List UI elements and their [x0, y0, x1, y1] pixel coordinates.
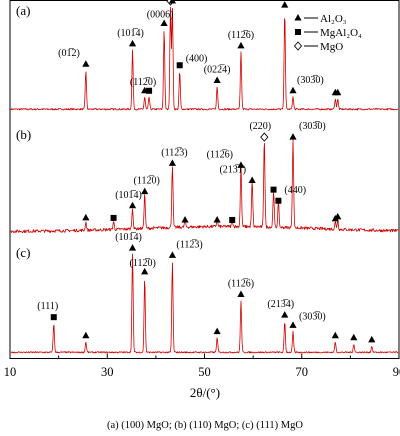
al2o3-triangle-marker: [289, 86, 297, 94]
peak-label: (440): [284, 185, 306, 196]
mgal2o4-square-marker: [176, 62, 183, 69]
xrd-trace-c: [10, 253, 399, 354]
peak-label: (101̅4): [115, 190, 142, 201]
peak-label: (303̅0): [297, 75, 324, 86]
al2o3-triangle-marker: [281, 1, 289, 8]
peak-label: (400): [186, 53, 208, 64]
traces: [10, 6, 399, 354]
peak-label: (112̅3): [161, 147, 187, 158]
al2o3-triangle-marker: [82, 60, 90, 67]
peak-label: (0006): [147, 9, 174, 20]
x-tick-label: 50: [198, 365, 211, 379]
al2o3-triangle-marker: [128, 201, 137, 209]
peak-label: (01̅2): [58, 48, 80, 59]
panel-label-a: (a): [16, 3, 30, 18]
peak-labels: (01̅2)(101̅4)(112̅0)(0006)(200)(112̅3)(4…: [37, 0, 325, 322]
al2o3-triangle-marker: [237, 290, 245, 297]
mgal2o4-square-marker: [275, 197, 282, 204]
mgal2o4-square-marker: [146, 87, 153, 94]
x-tick-label: 90: [393, 365, 400, 379]
x-tick-label: 10: [4, 365, 17, 379]
al2o3-triangle-marker: [237, 41, 245, 49]
xrd-trace-b: [10, 139, 399, 234]
peak-label: (101̅4): [115, 232, 142, 243]
peak-label: (220): [249, 121, 271, 132]
al2o3-triangle-marker: [281, 311, 289, 318]
legend-label: Al₂O₃: [320, 13, 347, 25]
panel-label-c: (c): [16, 245, 30, 260]
mgal2o4-square-marker: [229, 216, 236, 223]
peak-label: (112̅3): [176, 239, 202, 250]
al2o3-triangle-marker: [141, 267, 149, 275]
al2o3-triangle-marker: [213, 327, 221, 335]
al2o3-triangle-marker: [331, 331, 339, 339]
mgo-diamond-marker: [260, 132, 269, 142]
al2o3-triangle-marker: [168, 0, 177, 4]
mgal2o4-square-marker: [270, 186, 277, 193]
al2o3-triangle-marker: [82, 213, 90, 221]
peak-label: (303̅0): [299, 311, 326, 322]
legend-label: MgAl₂O₄: [320, 27, 362, 39]
al2o3-triangle-marker: [248, 176, 256, 184]
peak-label: (112̅0): [134, 176, 160, 187]
peak-label: (112̅0): [130, 77, 156, 88]
legend: Al₂O₃ MgAl₂O₄ MgO: [293, 13, 362, 53]
al2o3-triangle-marker: [82, 331, 90, 339]
panel-label-b: (b): [16, 127, 31, 142]
peak-label: (022̅4): [204, 65, 231, 76]
peak-label: (111): [37, 301, 58, 312]
al2o3-triangle-marker: [168, 159, 177, 166]
peak-label: (101̅4): [117, 28, 144, 39]
peak-label: (112̅6): [207, 149, 233, 160]
al2o3-triangle-marker: [289, 133, 297, 140]
al2o3-triangle-marker: [237, 161, 245, 168]
legend-marker-triangle: [294, 14, 302, 21]
al2o3-triangle-marker: [334, 212, 342, 220]
peak-label: (112̅0): [130, 258, 156, 269]
figure-caption: (a) (100) MgO; (b) (110) MgO; (c) (111) …: [107, 420, 303, 431]
x-tick-label: 70: [296, 365, 309, 379]
mgal2o4-square-marker: [110, 214, 117, 221]
peak-label: (112̅6): [228, 30, 254, 41]
al2o3-triangle-marker: [368, 335, 376, 343]
al2o3-triangle-marker: [160, 19, 168, 26]
legend-marker-square: [295, 29, 301, 35]
al2o3-triangle-marker: [128, 244, 137, 251]
al2o3-triangle-marker: [289, 321, 297, 328]
peak-markers: [50, 0, 376, 343]
mgal2o4-square-marker: [50, 314, 57, 321]
peak-label: (213̅1): [219, 165, 246, 176]
x-axis-title: 2θ/(°): [190, 385, 220, 400]
peak-label: (303̅0): [299, 121, 326, 132]
al2o3-triangle-marker: [128, 39, 137, 47]
x-tick-label: 30: [101, 365, 114, 379]
al2o3-triangle-marker: [213, 215, 221, 223]
legend-marker-diamond: [293, 41, 303, 51]
peak-label: (112̅6): [228, 279, 254, 290]
al2o3-triangle-marker: [141, 187, 149, 195]
al2o3-triangle-marker: [213, 76, 221, 84]
al2o3-triangle-marker: [168, 251, 177, 258]
legend-label: MgO: [320, 41, 343, 53]
peak-label: (213̅4): [267, 299, 294, 310]
al2o3-triangle-marker: [181, 215, 189, 223]
x-axis: 10 30 50 70 90: [4, 353, 400, 379]
panel-labels: (a) (b) (c): [16, 3, 31, 260]
al2o3-triangle-marker: [334, 88, 342, 96]
xrd-trace-a: [10, 6, 399, 111]
al2o3-triangle-marker: [350, 333, 358, 341]
